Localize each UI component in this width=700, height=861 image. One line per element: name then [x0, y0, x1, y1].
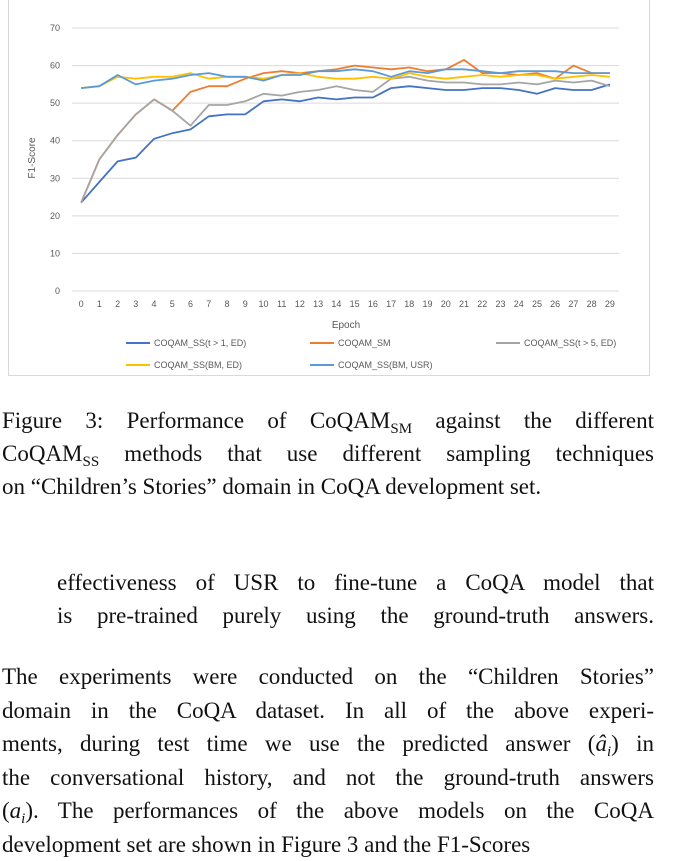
x-tick-label: 13 [313, 299, 323, 309]
y-tick-label: 50 [50, 98, 60, 108]
x-tick-label: 23 [495, 299, 505, 309]
x-tick-label: 10 [258, 299, 268, 309]
x-tick-label: 2 [115, 299, 120, 309]
x-tick-label: 6 [188, 299, 193, 309]
paragraph-line-3: ments, during test time we use the predi… [2, 727, 654, 761]
x-tick-label: 3 [133, 299, 138, 309]
x-tick-label: 1 [97, 299, 102, 309]
y-tick-label: 60 [50, 61, 60, 71]
y-tick-label: 70 [50, 23, 60, 33]
y-tick-label: 30 [50, 173, 60, 183]
y-axis-label: F1-Score [27, 137, 38, 179]
x-tick-label: 19 [423, 299, 433, 309]
paragraph-line-6: development set are shown in Figure 3 an… [2, 828, 654, 861]
x-tick-label: 7 [206, 299, 211, 309]
indented-line-1: effectiveness of USR to fine-tune a CoQA… [57, 566, 654, 599]
x-tick-label: 9 [243, 299, 248, 309]
series-line-2 [81, 77, 610, 203]
y-tick-label: 20 [50, 211, 60, 221]
y-tick-label: 40 [50, 136, 60, 146]
series-lines [81, 60, 610, 203]
x-tick-label: 12 [295, 299, 305, 309]
x-tick-label: 8 [224, 299, 229, 309]
y-tick-label: 10 [50, 248, 60, 258]
x-tick-label: 0 [79, 299, 84, 309]
x-tick-label: 21 [459, 299, 469, 309]
series-line-1 [81, 60, 610, 203]
series-line-0 [81, 84, 610, 202]
x-tick-label: 24 [514, 299, 524, 309]
chart-legend: COQAM_SS(t > 1, ED) COQAM_SM COQAM_SS(t > … [126, 338, 616, 370]
indented-line-2: is pre-trained purely using the ground-t… [57, 599, 654, 632]
caption-line-1: Figure 3: Performance of CoQAMSM against… [2, 404, 654, 437]
paragraph-line-4: the conversational history, and not the … [2, 761, 654, 795]
caption-line-2: CoQAMSS methods that use different sampl… [2, 437, 654, 470]
legend-label: COQAM_SS(t > 1, ED) [154, 338, 246, 348]
legend-label: COQAM_SM [338, 338, 391, 348]
x-tick-label: 26 [550, 299, 560, 309]
x-axis-label: Epoch [332, 320, 360, 331]
x-tick-label: 25 [532, 299, 542, 309]
figure-caption: Figure 3: Performance of CoQAMSM against… [2, 404, 654, 503]
x-tick-label: 18 [404, 299, 414, 309]
y-axis-ticks: 0 10 20 30 40 50 60 70 [50, 23, 60, 296]
legend-label: COQAM_SS(t > 5, ED) [524, 338, 616, 348]
x-tick-label: 5 [170, 299, 175, 309]
caption-line-3: on “Children’s Stories” domain in CoQA d… [2, 470, 654, 503]
x-tick-label: 4 [152, 299, 157, 309]
indented-text-block: effectiveness of USR to fine-tune a CoQA… [57, 566, 654, 632]
x-tick-label: 27 [568, 299, 578, 309]
paragraph-line-1: The experiments were conducted on the “C… [2, 660, 654, 694]
x-tick-label: 22 [477, 299, 487, 309]
body-paragraph: The experiments were conducted on the “C… [2, 660, 654, 861]
x-tick-label: 17 [386, 299, 396, 309]
legend-label: COQAM_SS(BM, USR) [338, 360, 433, 370]
x-tick-label: 16 [368, 299, 378, 309]
x-tick-label: 15 [350, 299, 360, 309]
paragraph-line-5: (ai). The performances of the above mode… [2, 794, 654, 828]
x-tick-label: 29 [605, 299, 615, 309]
paragraph-line-2: domain in the CoQA dataset. In all of th… [2, 694, 654, 728]
legend-label: COQAM_SS(BM, ED) [154, 360, 242, 370]
x-tick-label: 28 [587, 299, 597, 309]
y-tick-label: 0 [55, 286, 60, 296]
x-tick-label: 14 [331, 299, 341, 309]
x-tick-label: 20 [441, 299, 451, 309]
x-tick-label: 11 [277, 299, 286, 309]
